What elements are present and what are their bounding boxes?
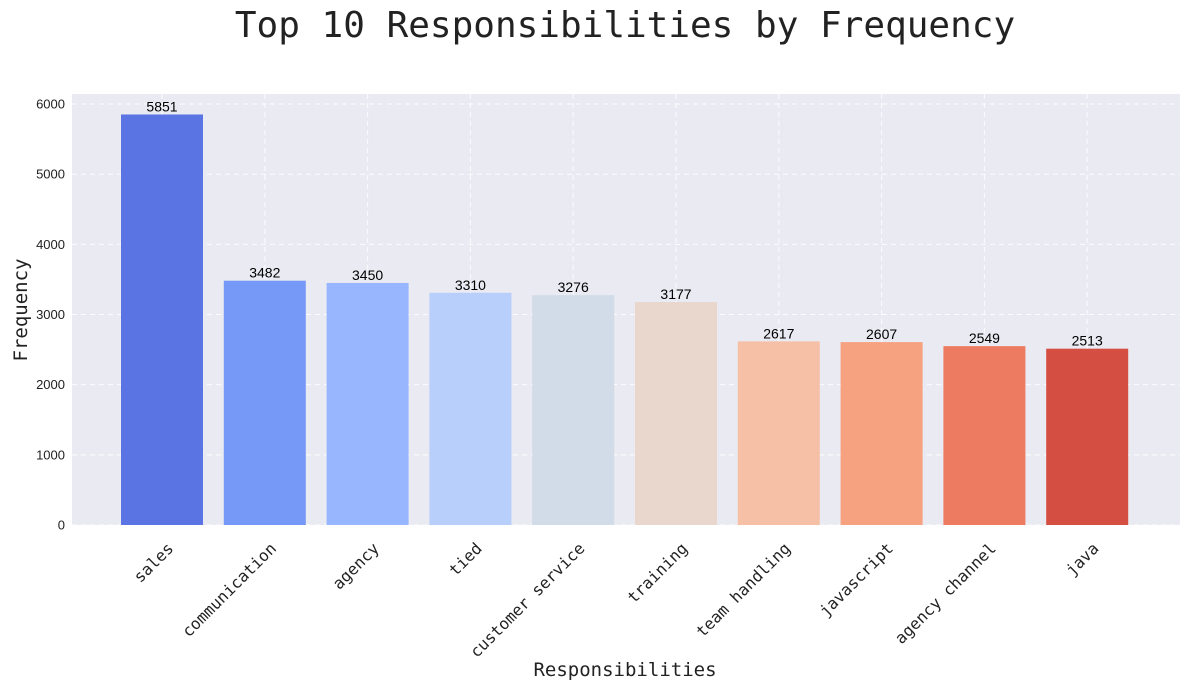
bar-communication bbox=[223, 280, 306, 525]
bar-value-label: 3310 bbox=[455, 277, 486, 293]
x-tick-label: training bbox=[623, 539, 691, 607]
y-tick-label: 3000 bbox=[36, 307, 65, 322]
y-tick-label: 4000 bbox=[36, 237, 65, 252]
x-tick-label: java bbox=[1062, 539, 1103, 580]
x-tick-label: tied bbox=[445, 539, 486, 580]
x-tick-label: agency bbox=[329, 539, 384, 594]
bar-value-label: 2549 bbox=[969, 330, 1000, 346]
bar-tied bbox=[429, 292, 512, 525]
bar-value-label: 3450 bbox=[352, 267, 383, 283]
bars bbox=[121, 114, 1129, 525]
bar-javascript bbox=[840, 342, 923, 525]
y-tick-label: 6000 bbox=[36, 97, 65, 112]
x-axis-label: Responsibilities bbox=[533, 659, 716, 681]
y-axis-ticks: 0 1000 2000 3000 4000 5000 6000 bbox=[36, 97, 65, 533]
bar-value-labels: 5851 3482 3450 3310 3276 3177 2617 2607 2549 2513 bbox=[146, 98, 1103, 348]
bar-team-handling bbox=[737, 341, 820, 525]
x-tick-label: agency channel bbox=[891, 539, 1000, 648]
bar-value-label: 2607 bbox=[866, 326, 897, 342]
bar-customer-service bbox=[532, 295, 615, 525]
bar-training bbox=[635, 302, 717, 525]
bar-agency bbox=[326, 282, 409, 525]
y-axis-label: Frequency bbox=[10, 259, 32, 362]
x-tick-label: customer service bbox=[466, 539, 588, 661]
bar-value-label: 5851 bbox=[146, 98, 177, 114]
bar-value-label: 2513 bbox=[1072, 333, 1103, 349]
bar-value-label: 3276 bbox=[558, 279, 589, 295]
bar-value-label: 3177 bbox=[660, 286, 691, 302]
x-tick-label: javascript bbox=[815, 539, 897, 621]
y-tick-label: 2000 bbox=[36, 377, 65, 392]
x-tick-label: team handling bbox=[692, 539, 794, 641]
y-tick-label: 1000 bbox=[36, 447, 65, 462]
x-tick-label: communication bbox=[178, 539, 280, 641]
bar-sales bbox=[121, 114, 203, 525]
y-tick-label: 5000 bbox=[36, 167, 65, 182]
bar-java bbox=[1046, 348, 1129, 525]
chart-title: Top 10 Responsibilities by Frequency bbox=[235, 5, 1015, 46]
bar-agency-channel bbox=[943, 346, 1026, 525]
y-tick-label: 0 bbox=[58, 518, 65, 533]
bar-value-label: 2617 bbox=[763, 325, 794, 341]
x-tick-label: sales bbox=[130, 539, 177, 586]
bar-value-label: 3482 bbox=[249, 265, 280, 281]
